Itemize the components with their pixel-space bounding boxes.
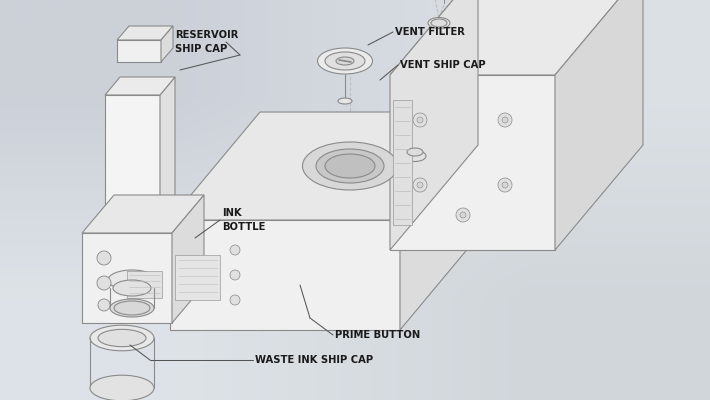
Ellipse shape	[338, 98, 352, 104]
Text: PRIME BUTTON: PRIME BUTTON	[335, 330, 420, 340]
Polygon shape	[82, 233, 172, 323]
Polygon shape	[390, 0, 478, 250]
Text: WASTE INK SHIP CAP: WASTE INK SHIP CAP	[255, 355, 373, 365]
Circle shape	[502, 182, 508, 188]
Polygon shape	[127, 271, 162, 298]
Text: RESERVOIR
SHIP CAP: RESERVOIR SHIP CAP	[175, 30, 239, 54]
Polygon shape	[172, 195, 204, 323]
Circle shape	[498, 113, 512, 127]
Ellipse shape	[325, 154, 375, 178]
Circle shape	[97, 251, 111, 265]
Circle shape	[98, 299, 110, 311]
Ellipse shape	[316, 149, 384, 183]
Circle shape	[417, 117, 423, 123]
Circle shape	[230, 270, 240, 280]
Ellipse shape	[98, 329, 146, 347]
Circle shape	[498, 178, 512, 192]
Polygon shape	[175, 255, 220, 300]
Polygon shape	[105, 95, 160, 245]
Circle shape	[230, 245, 240, 255]
Polygon shape	[160, 77, 175, 245]
Text: VENT FILTER: VENT FILTER	[395, 27, 465, 37]
Ellipse shape	[428, 18, 450, 28]
Circle shape	[230, 295, 240, 305]
Ellipse shape	[336, 57, 354, 65]
Ellipse shape	[90, 325, 154, 351]
Ellipse shape	[110, 299, 154, 317]
Circle shape	[413, 113, 427, 127]
Polygon shape	[393, 100, 412, 225]
Ellipse shape	[108, 270, 156, 290]
Polygon shape	[117, 26, 173, 40]
Ellipse shape	[325, 52, 365, 70]
Ellipse shape	[302, 142, 398, 190]
Polygon shape	[390, 215, 490, 265]
Polygon shape	[390, 0, 643, 75]
Polygon shape	[170, 220, 400, 330]
Ellipse shape	[113, 280, 151, 296]
Circle shape	[502, 117, 508, 123]
Polygon shape	[105, 245, 160, 280]
Polygon shape	[390, 75, 555, 250]
Text: VENT SHIP CAP: VENT SHIP CAP	[400, 60, 486, 70]
Ellipse shape	[317, 48, 373, 74]
Polygon shape	[148, 227, 175, 280]
Polygon shape	[161, 26, 173, 62]
Circle shape	[417, 182, 423, 188]
Polygon shape	[82, 195, 204, 233]
Polygon shape	[555, 0, 643, 250]
Ellipse shape	[431, 19, 447, 27]
Ellipse shape	[90, 375, 154, 400]
Text: INK
BOTTLE: INK BOTTLE	[222, 208, 266, 232]
Circle shape	[456, 208, 470, 222]
Circle shape	[413, 178, 427, 192]
Circle shape	[460, 212, 466, 218]
Ellipse shape	[114, 301, 150, 315]
Ellipse shape	[404, 150, 426, 162]
Ellipse shape	[407, 148, 423, 156]
Polygon shape	[400, 112, 490, 330]
Polygon shape	[105, 77, 175, 95]
Polygon shape	[117, 40, 161, 62]
Polygon shape	[170, 112, 490, 220]
Circle shape	[97, 276, 111, 290]
